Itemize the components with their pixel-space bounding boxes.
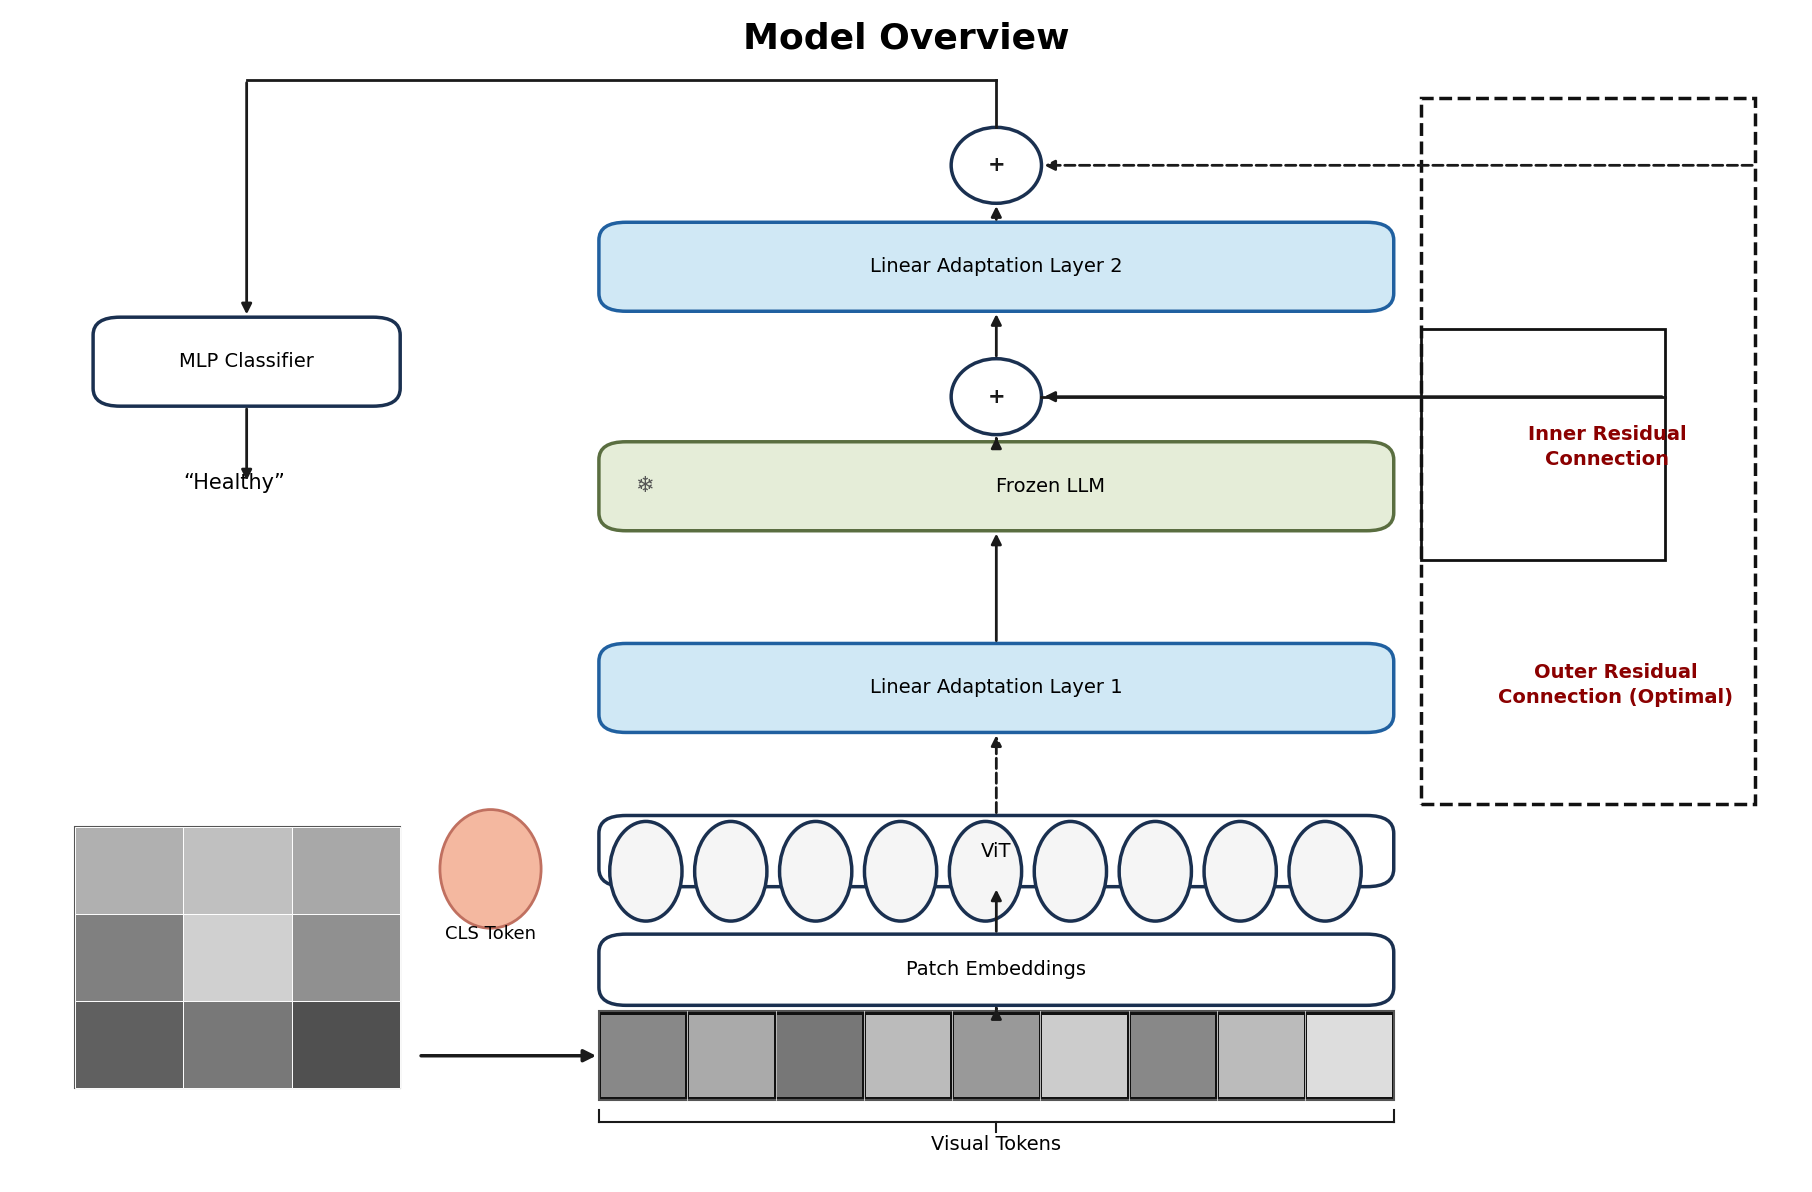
Bar bbox=[74, 827, 183, 914]
Bar bbox=[866, 1014, 949, 1097]
Text: Model Overview: Model Overview bbox=[743, 21, 1069, 55]
Ellipse shape bbox=[1288, 821, 1361, 921]
Text: MLP Classifier: MLP Classifier bbox=[179, 352, 313, 371]
Text: Inner Residual
Connection: Inner Residual Connection bbox=[1528, 424, 1687, 468]
Bar bbox=[292, 1001, 400, 1088]
FancyBboxPatch shape bbox=[600, 935, 1393, 1005]
Text: Linear Adaptation Layer 1: Linear Adaptation Layer 1 bbox=[870, 678, 1123, 697]
Bar bbox=[1042, 1014, 1127, 1097]
Ellipse shape bbox=[1120, 821, 1192, 921]
Bar bbox=[602, 1014, 685, 1097]
Text: “Healthy”: “Healthy” bbox=[183, 473, 284, 493]
Bar bbox=[1421, 98, 1756, 803]
Bar bbox=[292, 827, 400, 914]
Bar bbox=[1131, 1014, 1216, 1097]
Bar bbox=[1421, 329, 1665, 560]
Bar bbox=[183, 914, 292, 1001]
FancyBboxPatch shape bbox=[600, 222, 1393, 311]
Ellipse shape bbox=[611, 821, 681, 921]
Ellipse shape bbox=[1203, 821, 1276, 921]
Bar bbox=[183, 1001, 292, 1088]
Ellipse shape bbox=[440, 809, 542, 929]
Text: Patch Embeddings: Patch Embeddings bbox=[906, 961, 1087, 980]
Bar bbox=[292, 914, 400, 1001]
Text: ViT: ViT bbox=[980, 842, 1011, 861]
Bar bbox=[953, 1014, 1038, 1097]
Text: Outer Residual
Connection (Optimal): Outer Residual Connection (Optimal) bbox=[1499, 663, 1734, 707]
Bar bbox=[689, 1014, 774, 1097]
FancyBboxPatch shape bbox=[92, 317, 400, 406]
Bar bbox=[777, 1014, 863, 1097]
Bar bbox=[74, 1001, 183, 1088]
Text: ❄: ❄ bbox=[634, 477, 654, 496]
Ellipse shape bbox=[951, 359, 1042, 435]
Ellipse shape bbox=[864, 821, 937, 921]
Ellipse shape bbox=[949, 821, 1022, 921]
Bar bbox=[1219, 1014, 1303, 1097]
FancyBboxPatch shape bbox=[600, 442, 1393, 530]
Text: Frozen LLM: Frozen LLM bbox=[997, 477, 1105, 496]
Ellipse shape bbox=[694, 821, 766, 921]
Ellipse shape bbox=[1035, 821, 1107, 921]
Bar bbox=[1306, 1014, 1392, 1097]
Text: +: + bbox=[988, 155, 1006, 175]
Bar bbox=[183, 827, 292, 914]
FancyBboxPatch shape bbox=[600, 644, 1393, 732]
Text: +: + bbox=[988, 386, 1006, 406]
Bar bbox=[74, 827, 400, 1088]
Text: Visual Tokens: Visual Tokens bbox=[931, 1135, 1062, 1154]
Text: Linear Adaptation Layer 2: Linear Adaptation Layer 2 bbox=[870, 257, 1123, 277]
Text: CLS Token: CLS Token bbox=[446, 925, 536, 943]
FancyBboxPatch shape bbox=[600, 815, 1393, 887]
Bar bbox=[600, 1011, 1393, 1100]
Ellipse shape bbox=[779, 821, 852, 921]
Bar bbox=[74, 914, 183, 1001]
Ellipse shape bbox=[951, 128, 1042, 204]
